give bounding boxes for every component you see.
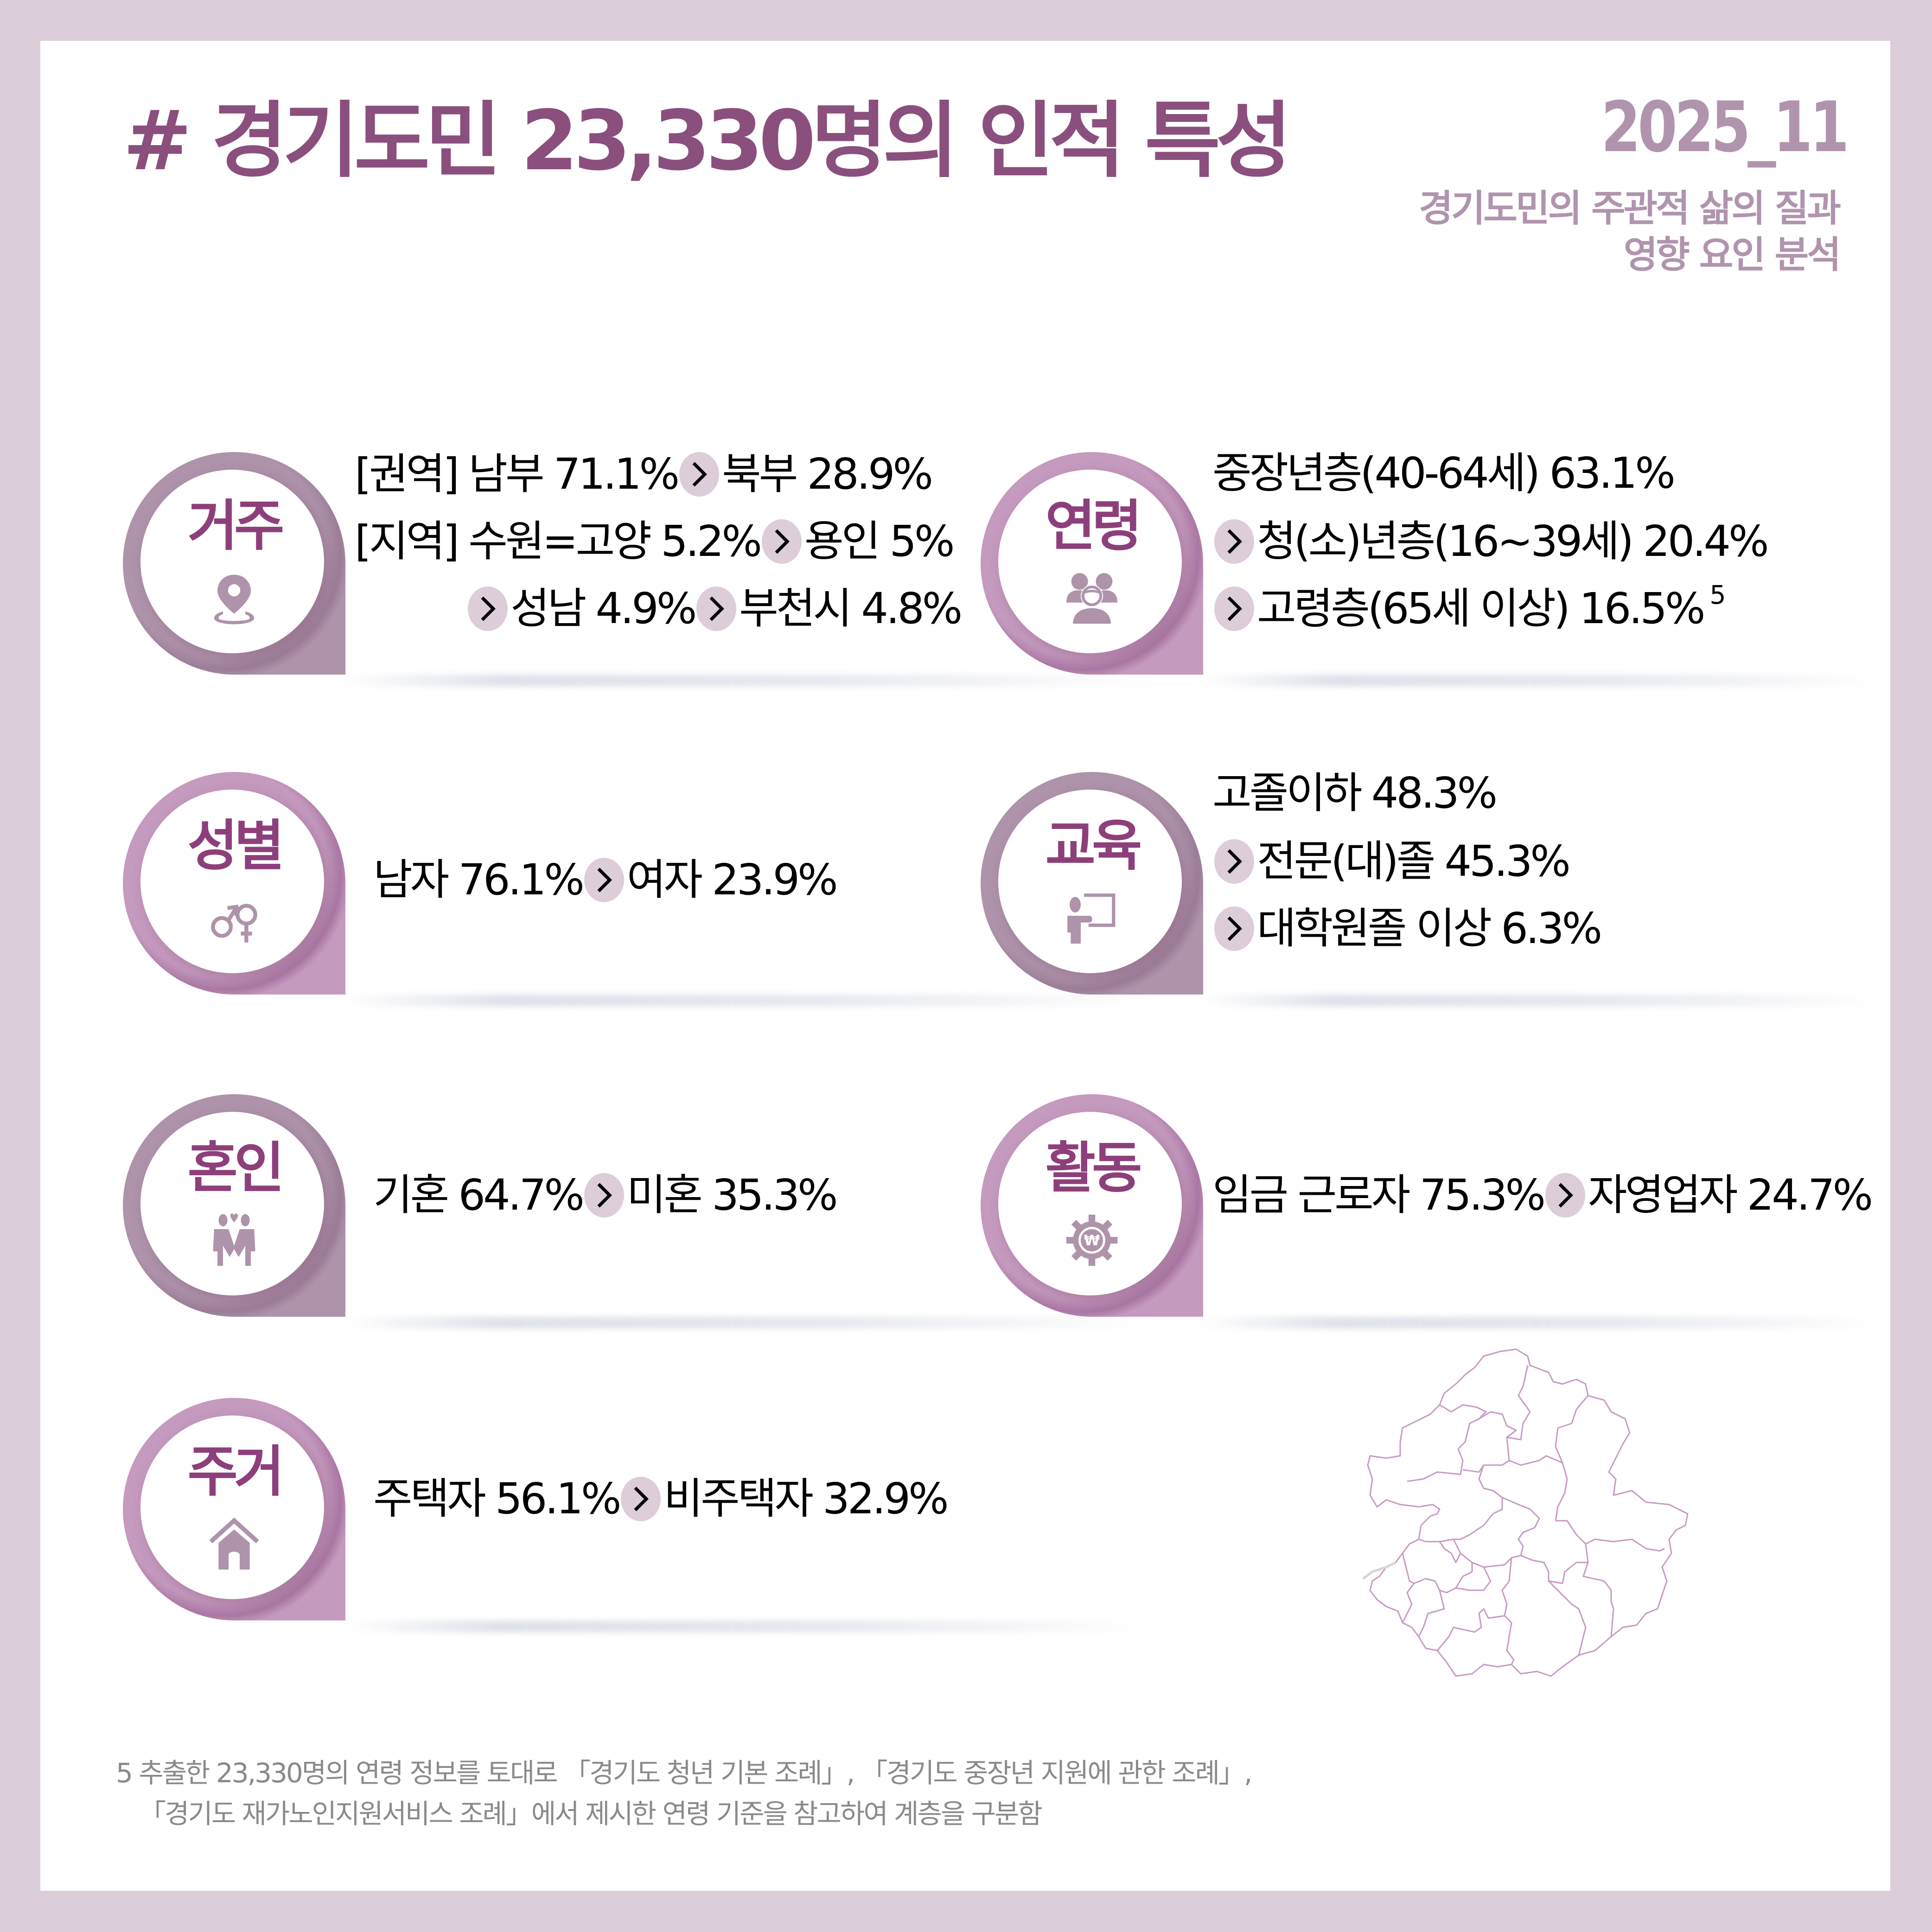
- footnote: 5 추출한 23,330명의 연령 정보를 토대로 「경기도 청년 기본 조례」…: [116, 1753, 1252, 1834]
- stat-line: 임금 근로자 75.3% 자영업자 24.7%: [1212, 1170, 1873, 1220]
- stat-text: 남자 76.1%: [373, 855, 585, 905]
- gender-symbols-icon: [211, 904, 257, 943]
- stat-line: 기혼 64.7% 미혼 35.3%: [373, 1170, 838, 1220]
- page-title: # 경기도민 23,330명의 인적 특성: [123, 93, 1292, 189]
- chevron-right-icon: [1214, 519, 1254, 564]
- gear-won-icon: ₩: [1066, 1214, 1118, 1266]
- badge-label: 성별: [187, 814, 284, 878]
- stat-text: 중장년층(40-64세) 63.1%: [1212, 448, 1676, 498]
- category-badge: 성별: [123, 772, 345, 995]
- card-divider: [341, 1317, 1152, 1329]
- gyeonggi-map-icon: [1362, 1348, 1689, 1677]
- stat-text: 청(소)년층(16~39세) 20.4%: [1257, 516, 1769, 566]
- card-divider: [1199, 1317, 1885, 1329]
- stat-line: [권역] 남부 71.1% 북부 28.9%: [355, 449, 933, 499]
- report-subtitle: 경기도민의 주관적 삶의 질과 영향 요인 분석: [1419, 185, 1841, 278]
- category-badge: 교육: [981, 772, 1203, 995]
- category-badge: 활동 ₩: [981, 1094, 1203, 1317]
- chevron-right-icon: [1214, 906, 1254, 951]
- stat-line: 중장년층(40-64세) 63.1%: [1212, 448, 1676, 498]
- subtitle-line: 영향 요인 분석: [1623, 233, 1841, 276]
- stat-text: 성남 4.9%: [510, 584, 697, 633]
- footnote-line: 「경기도 재가노인지원서비스 조례」에서 제시한 연령 기준을 참고하여 계층을…: [139, 1798, 1043, 1830]
- stat-text: [지역] 수원=고양 5.2%: [355, 516, 762, 566]
- card-divider: [341, 995, 1152, 1007]
- category-badge: 주거: [123, 1398, 345, 1620]
- card-housing: 주거 주택자 56.1% 비주택자 32.9%: [123, 1398, 1152, 1632]
- stat-line: 주택자 56.1% 비주택자 32.9%: [373, 1474, 949, 1524]
- badge-label: 혼인: [187, 1136, 284, 1200]
- stat-text: 용인 5%: [804, 516, 955, 566]
- stat-text: 전문(대)졸 45.3%: [1257, 836, 1571, 886]
- card-divider: [341, 675, 1152, 687]
- footnote-marker: 5: [1709, 580, 1726, 610]
- footnote-line: 5 추출한 23,330명의 연령 정보를 토대로 「경기도 청년 기본 조례」…: [116, 1757, 1252, 1789]
- chevron-right-icon: [1214, 839, 1254, 884]
- stat-line: 성남 4.9% 부천시 4.8%: [466, 584, 963, 633]
- category-badge: 혼인: [123, 1094, 345, 1317]
- category-badge: 거주: [123, 452, 345, 675]
- stat-text: 비주택자 32.9%: [663, 1474, 949, 1524]
- stat-text: 고령층(65세 이상) 16.5%: [1257, 584, 1705, 633]
- stat-text: 부천시 4.8%: [739, 584, 963, 633]
- stat-line: 고졸이하 48.3%: [1212, 768, 1498, 818]
- card-gender: 성별 남자 76.1% 여자 23.9%: [123, 772, 1152, 1007]
- stat-text: 대학원졸 이상 6.3%: [1257, 904, 1602, 953]
- couple-heart-icon: [213, 1213, 255, 1266]
- stat-line: [지역] 수원=고양 5.2% 용인 5%: [355, 516, 955, 566]
- stat-line: 남자 76.1% 여자 23.9%: [373, 855, 838, 905]
- chevron-right-icon: [1214, 587, 1254, 631]
- card-divider: [341, 1620, 1152, 1632]
- chevron-right-icon: [1545, 1173, 1585, 1218]
- issue-date: 2025_11: [1600, 87, 1849, 168]
- badge-label: 주거: [187, 1440, 284, 1504]
- chevron-right-icon: [621, 1477, 661, 1521]
- badge-label: 연령: [1045, 494, 1142, 558]
- stat-text: 임금 근로자 75.3%: [1212, 1170, 1546, 1220]
- card-education: 교육 고졸이하 48.3% 전문(대)졸 45.3% 대학원졸 이상 6.3%: [981, 768, 1889, 1007]
- card-residence: 거주 [권역] 남부 71.1% 북부 28.9% [지역] 수원=고양 5.2…: [123, 449, 1152, 687]
- card-divider: [1199, 675, 1885, 687]
- stat-line: 대학원졸 이상 6.3%: [1212, 904, 1602, 953]
- svg-text:₩: ₩: [1084, 1232, 1100, 1249]
- badge-label: 거주: [187, 494, 284, 558]
- chevron-right-icon: [761, 519, 802, 564]
- people-group-icon: [1066, 573, 1118, 624]
- card-marriage: 혼인 기혼 64.7% 미혼 35.3%: [123, 1094, 1152, 1329]
- stat-text: 고졸이하 48.3%: [1212, 768, 1498, 818]
- badge-label: 활동: [1045, 1136, 1142, 1200]
- category-badge: 연령: [981, 452, 1203, 675]
- stat-text: 미혼 35.3%: [626, 1170, 838, 1220]
- stat-text: 북부 28.9%: [722, 449, 933, 499]
- chevron-right-icon: [584, 1173, 624, 1218]
- stat-text: 주택자 56.1%: [373, 1474, 621, 1524]
- stat-text: 자영업자 24.7%: [1588, 1170, 1873, 1220]
- stat-text: [권역] 남부 71.1%: [355, 449, 680, 499]
- map-pin-icon: [214, 574, 255, 625]
- teacher-board-icon: [1067, 893, 1116, 944]
- card-divider: [1199, 995, 1885, 1007]
- stat-line: 전문(대)졸 45.3%: [1212, 836, 1571, 886]
- stat-line: 고령층(65세 이상) 16.5% 5: [1212, 582, 1726, 633]
- chevron-right-icon: [468, 587, 508, 631]
- house-icon: [209, 1518, 259, 1570]
- chevron-right-icon: [679, 452, 720, 497]
- card-age: 연령 중장년층(40-64세) 63.1% 청(소)년층(16~39세) 20.…: [981, 448, 1889, 687]
- stat-text: 기혼 64.7%: [373, 1170, 585, 1220]
- card-activity: 활동 ₩ 임금 근로자 75.3% 자영업자 24.7%: [981, 1094, 1889, 1329]
- stat-line: 청(소)년층(16~39세) 20.4%: [1212, 516, 1769, 566]
- stat-text: 여자 23.9%: [626, 855, 838, 905]
- chevron-right-icon: [584, 858, 624, 902]
- infographic-canvas: [40, 41, 1890, 1891]
- chevron-right-icon: [696, 587, 737, 631]
- subtitle-line: 경기도민의 주관적 삶의 질과: [1419, 187, 1841, 230]
- badge-label: 교육: [1045, 814, 1142, 878]
